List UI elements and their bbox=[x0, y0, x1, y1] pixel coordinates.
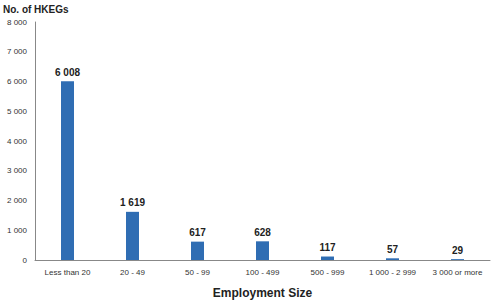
svg-text:20 - 49: 20 - 49 bbox=[120, 268, 145, 277]
svg-text:6 008: 6 008 bbox=[55, 67, 80, 78]
svg-text:0: 0 bbox=[23, 256, 28, 265]
svg-text:617: 617 bbox=[189, 227, 206, 238]
svg-text:1 000 - 2 999: 1 000 - 2 999 bbox=[369, 268, 417, 277]
svg-text:6 000: 6 000 bbox=[7, 77, 28, 86]
svg-text:117: 117 bbox=[319, 242, 336, 253]
svg-text:3 000 or more: 3 000 or more bbox=[433, 268, 483, 277]
svg-text:1 619: 1 619 bbox=[120, 197, 145, 208]
svg-text:No. of HKEGs: No. of HKEGs bbox=[3, 4, 69, 15]
svg-text:2 000: 2 000 bbox=[7, 196, 28, 205]
svg-text:5 000: 5 000 bbox=[7, 107, 28, 116]
svg-text:8 000: 8 000 bbox=[7, 18, 28, 27]
svg-text:100 - 499: 100 - 499 bbox=[246, 268, 280, 277]
svg-text:50 - 99: 50 - 99 bbox=[185, 268, 210, 277]
svg-text:500 - 999: 500 - 999 bbox=[311, 268, 345, 277]
svg-text:57: 57 bbox=[387, 244, 399, 255]
svg-text:7 000: 7 000 bbox=[7, 47, 28, 56]
svg-text:Less than 20: Less than 20 bbox=[45, 268, 91, 277]
svg-text:4 000: 4 000 bbox=[7, 137, 28, 146]
svg-text:1 000: 1 000 bbox=[7, 226, 28, 235]
svg-text:628: 628 bbox=[254, 227, 271, 238]
svg-text:3 000: 3 000 bbox=[7, 166, 28, 175]
svg-text:Employment Size: Employment Size bbox=[213, 286, 313, 300]
svg-text:29: 29 bbox=[452, 245, 464, 256]
